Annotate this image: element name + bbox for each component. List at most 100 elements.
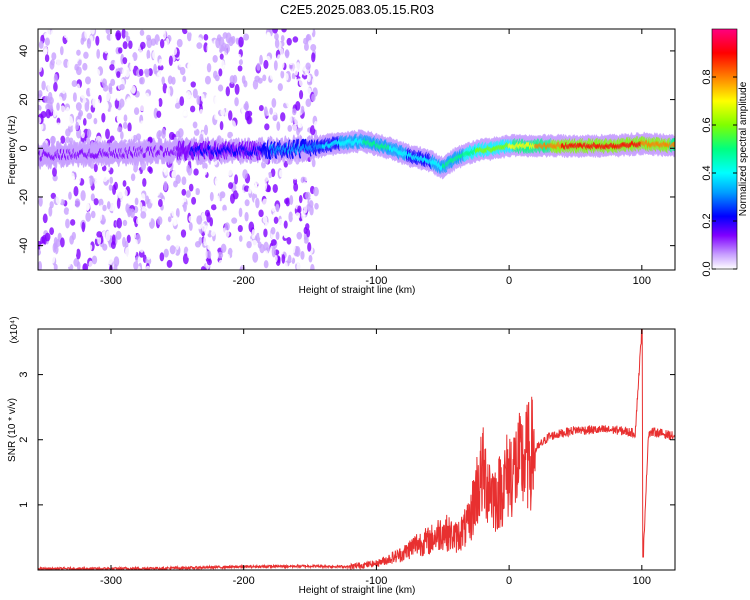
spectrogram-noise-cell — [65, 136, 71, 144]
spectrogram-noise-cell — [206, 250, 212, 259]
spectrogram-noise-cell — [213, 250, 219, 261]
spectrogram-noise-cell — [123, 114, 128, 122]
spectrogram-noise-cell — [95, 35, 100, 46]
snr-x-ticks: -300 -200 -100 0 100 — [100, 329, 651, 587]
spectrogram-noise-cell — [106, 53, 112, 64]
spectrogram-noise-cell — [295, 212, 301, 219]
spectrogram-noise-cell — [292, 170, 298, 180]
spectrogram-noise-cell — [45, 108, 51, 119]
spectrogram-noise-cell — [257, 98, 264, 105]
spectrogram-noise-cell — [163, 180, 168, 192]
spectrogram-noise-cell — [297, 121, 303, 129]
spectrogram-noise-cell — [297, 205, 302, 214]
spectrogram-noise-cell — [40, 185, 46, 193]
spectrogram-noise-cell — [309, 113, 314, 120]
spectrogram-noise-cell — [58, 176, 64, 188]
spectrogram-noise-cell — [166, 234, 171, 241]
spectrogram-noise-cell — [86, 128, 92, 139]
spectrogram-noise-cell — [180, 229, 187, 238]
spectrogram-noise-cell — [300, 250, 305, 260]
spectrogram-noise-cell — [63, 207, 70, 215]
spectrogram-noise-cell — [229, 75, 235, 85]
spectrogram-noise-cell — [196, 209, 202, 216]
spectrogram-noise-cell — [247, 123, 254, 130]
spectrogram-noise-cell — [50, 252, 56, 264]
spectrogram-noise-cell — [68, 191, 72, 200]
spectrogram-noise-cell — [296, 231, 303, 240]
spectrogram-noise-cell — [82, 118, 87, 126]
spectrogram-noise-cell — [283, 261, 288, 270]
colorbar: 0.0 0.2 0.4 0.6 0.8 Normalized spectral ampl… — [701, 28, 749, 277]
spectrogram-noise-cell — [96, 190, 103, 200]
spectrogram-noise-cell — [88, 244, 93, 251]
spectrogram-noise-cell — [152, 50, 157, 60]
spectrogram-noise-cell — [129, 76, 135, 85]
spectrogram-noise-cell — [169, 64, 174, 73]
spectrogram-noise-cell — [85, 238, 90, 246]
spectrogram-noise-cell — [311, 52, 316, 63]
spectrogram-noise-cell — [156, 72, 161, 82]
spectrogram-noise-cell — [139, 101, 145, 112]
spectrogram-noise-cell — [178, 59, 184, 68]
spectrogram-noise-cell — [229, 205, 235, 213]
spectrogram-noise-cell — [164, 101, 170, 108]
spectrogram-noise-cell — [284, 243, 291, 255]
spectrogram-noise-cell — [269, 71, 274, 80]
spectrogram-noise-cell — [52, 95, 57, 106]
spectrogram-noise-cell — [138, 49, 143, 56]
spectrogram-noise-cell — [188, 183, 194, 192]
spectrogram-noise-cell — [116, 217, 123, 229]
spectrogram-noise-cell — [161, 29, 166, 35]
spectrogram-noise-cell — [276, 121, 281, 131]
spectrogram-noise-cell — [126, 234, 131, 244]
spectrogram-noise-cell — [201, 212, 206, 221]
spectrogram-noise-cell — [42, 45, 48, 55]
spectrogram-noise-cell — [80, 89, 86, 99]
spectrogram-noise-cell — [272, 29, 279, 34]
spectrogram-noise-cell — [264, 123, 270, 131]
spectrogram-noise-cell — [108, 184, 113, 191]
spectrogram-noise-cell — [99, 254, 104, 265]
spectrogram-noise-cell — [44, 232, 51, 242]
spectrogram-noise-cell — [42, 213, 48, 224]
snr-y-tick-label: 1 — [18, 502, 30, 508]
spectrogram-noise-cell — [219, 53, 224, 60]
spectrogram-noise-cell — [200, 93, 205, 103]
spectrogram-noise-cell — [38, 65, 42, 73]
spectrogram-noise-cell — [130, 56, 134, 67]
spectrogram-noise-cell — [189, 98, 196, 106]
spectrogram-noise-cell — [160, 229, 167, 240]
spectrogram-noise-cell — [219, 121, 224, 131]
spectrogram-noise-cell — [186, 31, 192, 42]
spectrogram-noise-cell — [60, 86, 67, 94]
spectrogram-ridge-cell — [672, 141, 675, 148]
spectrogram-noise-cell — [206, 43, 212, 54]
spectrogram-noise-cell — [199, 108, 204, 116]
spectrogram-noise-cell — [269, 107, 273, 115]
spectrogram-noise-cell — [225, 256, 231, 264]
spectrogram-noise-cell — [65, 106, 71, 118]
spectrogram-noise-cell — [110, 78, 116, 87]
spectrogram-noise-cell — [154, 185, 161, 197]
spectrogram-noise-cell — [198, 236, 203, 245]
spectrogram-noise-cell — [75, 121, 79, 131]
spectrogram-noise-cell — [234, 174, 238, 185]
spectrogram-noise-cell — [90, 193, 95, 202]
spectrogram-noise-cell — [122, 180, 127, 187]
spectrogram-noise-cell — [301, 94, 307, 101]
spectrogram-noise-cell — [157, 216, 163, 226]
spectrogram-noise-cell — [254, 218, 260, 229]
spectrogram-noise-cell — [119, 84, 125, 91]
snr-y-multiplier: (x10⁴) — [9, 316, 20, 343]
spectrogram-noise-cell — [244, 199, 250, 207]
spectrogram-noise-cell — [278, 194, 284, 201]
spectrogram-noise-cell — [191, 33, 197, 45]
spectrogram-noise-cell — [286, 236, 292, 245]
spectrogram-noise-cell — [280, 34, 285, 42]
snr-panel: -300 -200 -100 0 100 1 2 3 Height of straight … — [7, 316, 676, 596]
spectrogram-noise-cell — [256, 62, 261, 71]
snr-x-tick-label: 0 — [506, 575, 512, 587]
spectrogram-noise-cell — [305, 62, 311, 70]
spectrogram-noise-cell — [68, 209, 74, 216]
spectrogram-noise-cell — [96, 171, 103, 183]
